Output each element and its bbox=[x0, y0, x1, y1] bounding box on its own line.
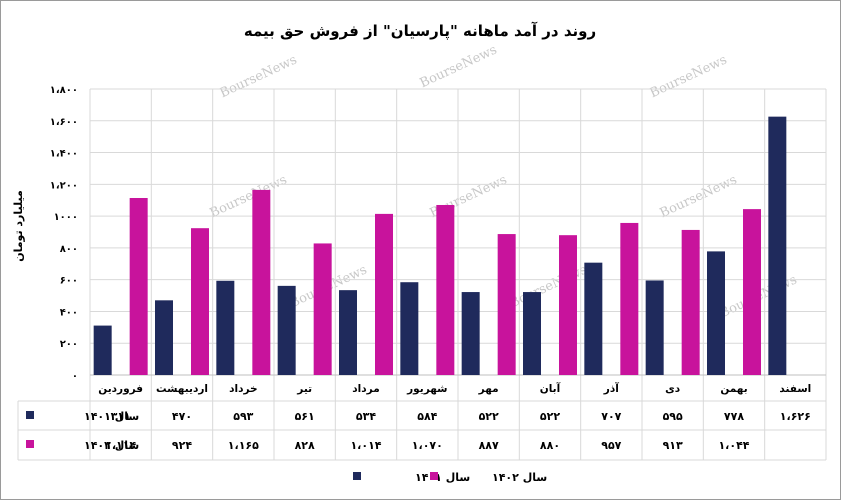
data-label: ۹۲۴ bbox=[172, 439, 192, 452]
data-label: ۱،۰۷۰ bbox=[412, 439, 443, 452]
data-label: ۸۸۰ bbox=[540, 439, 560, 452]
data-label: ۹۱۳ bbox=[663, 439, 683, 452]
data-label: ۳۱۱ bbox=[111, 410, 131, 423]
bars bbox=[93, 116, 787, 375]
data-label: ۱،۶۲۶ bbox=[780, 410, 811, 423]
y-tick-label: ۶۰۰ bbox=[60, 276, 78, 287]
data-label: ۴۷۰ bbox=[172, 410, 192, 423]
bar-1401 bbox=[216, 280, 235, 375]
bar-1402 bbox=[436, 204, 455, 375]
bar-1402 bbox=[620, 222, 639, 375]
watermark-text: BourseNews bbox=[418, 42, 500, 91]
watermark-text: BourseNews bbox=[218, 52, 300, 101]
data-label: ۵۲۲ bbox=[479, 410, 499, 423]
bar-1402 bbox=[313, 243, 332, 375]
x-tick-label: شهریور bbox=[406, 383, 447, 395]
y-tick-label: ۴۰۰ bbox=[60, 307, 78, 318]
bar-1402 bbox=[191, 228, 209, 375]
bar-1402 bbox=[129, 197, 148, 375]
row-legend-key bbox=[26, 411, 34, 419]
bar-1401 bbox=[93, 325, 112, 375]
y-tick-label: ۸۰۰ bbox=[60, 244, 78, 255]
bar-1401 bbox=[645, 280, 664, 375]
legend: سال ۱۴۰۱ سال ۱۴۰۲ bbox=[353, 471, 547, 484]
x-tick-label: اسفند bbox=[779, 383, 811, 395]
legend-label: سال ۱۴۰۱ bbox=[415, 471, 470, 484]
bar-1401 bbox=[768, 116, 787, 375]
y-tick-label: ۱،۸۰۰ bbox=[50, 85, 78, 96]
x-tick-label: آبان bbox=[540, 382, 561, 395]
y-axis-label: میلیارد تومان bbox=[12, 190, 25, 262]
legend-key bbox=[430, 472, 438, 480]
data-label: ۱،۱۶۵ bbox=[228, 439, 259, 452]
data-label: ۵۲۲ bbox=[540, 410, 560, 423]
data-label: ۷۰۷ bbox=[601, 410, 621, 423]
x-tick-label: مهر bbox=[478, 383, 499, 395]
x-tick-label: بهمن bbox=[720, 383, 747, 395]
data-label: ۱،۰۱۴ bbox=[350, 439, 381, 452]
bar-1401 bbox=[277, 285, 296, 375]
watermark-text: BourseNews bbox=[208, 172, 290, 221]
bar-1401 bbox=[461, 292, 480, 375]
bar-1402 bbox=[743, 209, 761, 375]
x-tick-label: خرداد bbox=[229, 383, 257, 395]
x-tick-label: مرداد bbox=[352, 383, 379, 395]
gridlines bbox=[17, 88, 827, 461]
y-tick-label: ۱۰۰۰ bbox=[54, 212, 78, 223]
data-label: ۱،۱۱۴ bbox=[105, 439, 136, 452]
bar-1402 bbox=[681, 229, 700, 375]
y-tick-labels: ۰ ۲۰۰ ۴۰۰ ۶۰۰ ۸۰۰ ۱۰۰۰ ۱،۲۰۰ ۱،۴۰۰ ۱،۶۰۰ ۱،۸۰۰ bbox=[50, 85, 78, 382]
watermark-text: BourseNews bbox=[508, 262, 590, 311]
table-row-header: سال ۱۴۰۲ bbox=[84, 439, 139, 452]
legend-key bbox=[353, 472, 361, 480]
bar-1402 bbox=[252, 189, 271, 375]
bar-1401 bbox=[707, 251, 725, 375]
data-label: ۵۸۴ bbox=[417, 410, 437, 423]
bar-1402 bbox=[375, 213, 393, 375]
row-legend-key bbox=[26, 440, 34, 448]
x-tick-label: دی bbox=[665, 383, 681, 395]
bar-1401 bbox=[400, 282, 419, 375]
x-tick-label: فروردین bbox=[98, 383, 143, 395]
data-label: ۷۷۸ bbox=[724, 410, 744, 423]
data-label: ۵۶۱ bbox=[295, 410, 315, 423]
y-tick-label: ۱،۶۰۰ bbox=[50, 117, 78, 128]
bar-1401 bbox=[584, 262, 603, 375]
y-tick-label: ۲۰۰ bbox=[60, 339, 78, 350]
data-label: ۹۵۷ bbox=[601, 439, 621, 452]
bar-1401 bbox=[155, 300, 173, 375]
watermark-text: BourseNews bbox=[648, 52, 730, 101]
data-table: فروردین ۳۱۱ ۱،۱۱۴ اردیبهشت ۴۷۰ ۹۲۴ خرداد ۵۹۳ ۱،۱… bbox=[26, 382, 811, 452]
x-tick-label: اردیبهشت bbox=[156, 383, 208, 395]
y-tick-label: ۱،۲۰۰ bbox=[50, 180, 78, 191]
watermark-text: BourseNews bbox=[658, 172, 740, 221]
data-label: ۸۸۷ bbox=[479, 439, 499, 452]
bar-1402 bbox=[559, 235, 577, 375]
bar-1402 bbox=[497, 234, 516, 375]
y-tick-label: ۱،۴۰۰ bbox=[50, 149, 78, 160]
data-label: ۱،۰۴۴ bbox=[718, 439, 749, 452]
chart-title: روند در آمد ماهانه "پارسیان" از فروش حق … bbox=[244, 22, 596, 41]
y-tick-label: ۰ bbox=[72, 371, 78, 382]
data-label: ۵۹۳ bbox=[233, 410, 253, 423]
bar-1401 bbox=[523, 292, 541, 375]
table-row-header: سال ۱۴۰۱ bbox=[84, 410, 139, 423]
bar-1401 bbox=[339, 290, 357, 375]
data-label: ۵۹۵ bbox=[663, 410, 683, 423]
data-label: ۵۳۴ bbox=[356, 410, 376, 423]
data-label: ۸۲۸ bbox=[295, 439, 315, 452]
x-tick-label: آذر bbox=[603, 382, 619, 395]
x-tick-label: تیر bbox=[296, 383, 312, 395]
legend-label: سال ۱۴۰۲ bbox=[492, 471, 547, 484]
